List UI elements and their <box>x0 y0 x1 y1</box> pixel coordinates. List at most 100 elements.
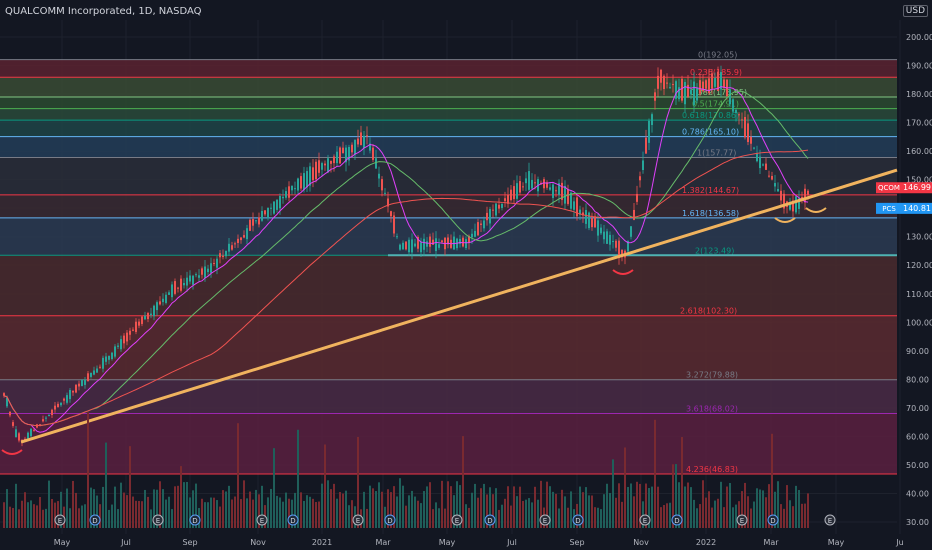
volume-bar <box>453 495 455 528</box>
candle-body <box>588 212 590 229</box>
candle-body <box>255 220 257 222</box>
ma-slow-line[interactable] <box>3 149 809 427</box>
candle-body <box>90 372 92 377</box>
volume-bar <box>621 501 623 528</box>
volume-bar <box>186 481 188 528</box>
volume-bar <box>183 482 185 528</box>
candle-body <box>63 398 65 401</box>
volume-bar <box>138 500 140 528</box>
volume-bar <box>714 500 716 528</box>
event-marker[interactable]: E <box>539 514 551 526</box>
candle-body <box>42 419 44 422</box>
candle-body <box>492 209 494 211</box>
event-marker[interactable]: E <box>639 514 651 526</box>
candle-body <box>612 240 614 242</box>
event-marker[interactable]: E <box>352 514 364 526</box>
y-axis[interactable]: 30.00 40.00 50.00 60.00 70.00 80.00 90.00 100.0… <box>906 33 932 527</box>
volume-bar <box>696 508 698 528</box>
volume-bar <box>450 486 452 528</box>
swing-low-marker <box>612 269 634 275</box>
candle-body <box>234 243 236 245</box>
candle-body <box>720 72 722 90</box>
volume-bar <box>318 501 320 528</box>
candle-body <box>735 109 737 113</box>
volume-bar <box>417 500 419 528</box>
event-marker[interactable]: D <box>484 514 496 526</box>
candle-body <box>678 87 680 100</box>
volume-bar <box>654 419 656 528</box>
x-axis[interactable]: May Jul Sep Nov 2021 Mar May Jul Sep Nov 2022 Mar Ma… <box>54 538 904 547</box>
volume-bar <box>498 509 500 528</box>
y-tick-label: 190.00 <box>906 62 932 71</box>
volume-bar <box>669 502 671 528</box>
currency-badge[interactable]: USD <box>902 5 928 17</box>
candle-body <box>252 219 254 226</box>
event-marker[interactable]: D <box>287 514 299 526</box>
candle-body <box>471 233 473 238</box>
volume-bar <box>273 448 275 528</box>
event-marker[interactable]: E <box>451 514 463 526</box>
volume-bar <box>468 507 470 528</box>
volume-bar <box>195 483 197 528</box>
candle-body <box>660 69 662 83</box>
volume-bar <box>768 484 770 528</box>
event-marker[interactable]: E <box>54 514 66 526</box>
volume-bar <box>435 502 437 528</box>
event-marker[interactable]: D <box>671 514 683 526</box>
ma-fast-line[interactable] <box>3 86 809 433</box>
candle-body <box>150 313 152 316</box>
volume-bar <box>525 499 527 528</box>
candle-body <box>705 80 707 89</box>
x-tick-label: Ju <box>895 538 903 547</box>
candle-body <box>549 187 551 190</box>
candle-body <box>429 236 431 247</box>
candle-body <box>324 163 326 166</box>
volume-bar <box>66 488 68 528</box>
volume-bar <box>519 486 521 528</box>
event-marker[interactable]: E <box>256 514 268 526</box>
volume-bar <box>408 495 410 528</box>
candle-body <box>630 226 632 237</box>
event-marker[interactable]: E <box>824 514 836 526</box>
event-marker[interactable]: D <box>767 514 779 526</box>
candle-body <box>762 164 764 166</box>
volume-bar <box>120 482 122 528</box>
candle-body <box>666 82 668 84</box>
volume-bar <box>30 500 32 528</box>
event-marker[interactable]: D <box>384 514 396 526</box>
event-marker[interactable]: E <box>152 514 164 526</box>
volume-bar <box>492 494 494 528</box>
volume-bar <box>246 498 248 528</box>
event-marker[interactable]: E <box>736 514 748 526</box>
candle-body <box>177 287 179 289</box>
candle-body <box>696 88 698 101</box>
candle-body <box>798 198 800 209</box>
x-tick-label: May <box>54 538 71 547</box>
candle-body <box>228 243 230 252</box>
candle-body <box>372 147 374 160</box>
y-tick-label: 90.00 <box>906 347 929 356</box>
candle-body <box>597 220 599 236</box>
candle-body <box>6 397 8 407</box>
volume-bar <box>636 481 638 528</box>
candle-body <box>24 438 26 440</box>
volume-bar <box>261 485 263 528</box>
event-marker[interactable]: D <box>189 514 201 526</box>
candle-body <box>756 153 758 162</box>
candle-body <box>339 147 341 164</box>
candle-body <box>468 236 470 243</box>
volume-bar <box>456 481 458 528</box>
event-marker[interactable]: D <box>572 514 584 526</box>
fib-zone <box>0 255 897 316</box>
event-marker[interactable]: D <box>89 514 101 526</box>
swing-low-marker <box>805 207 827 213</box>
candle-body <box>750 136 752 144</box>
ma-mid-line[interactable] <box>3 90 809 427</box>
volume-bar <box>297 429 299 528</box>
trendline[interactable] <box>20 168 898 444</box>
volume-bar <box>426 486 428 528</box>
candle-body <box>174 281 176 294</box>
volume-bar <box>708 491 710 528</box>
candle-body <box>564 185 566 204</box>
